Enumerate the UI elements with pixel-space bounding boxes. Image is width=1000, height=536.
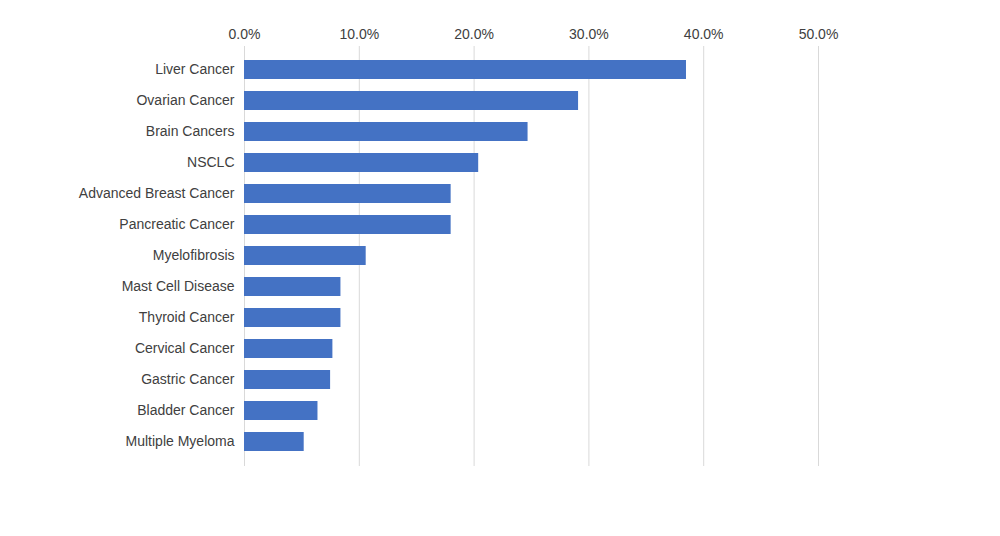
svg-text:40.0%: 40.0%: [684, 26, 724, 42]
svg-text:Brain Cancers: Brain Cancers: [146, 123, 235, 139]
svg-text:Thyroid Cancer: Thyroid Cancer: [139, 309, 235, 325]
svg-text:Pancreatic Cancer: Pancreatic Cancer: [119, 216, 235, 232]
svg-text:Liver Cancer: Liver Cancer: [155, 61, 235, 77]
svg-text:10.0%: 10.0%: [339, 26, 379, 42]
svg-text:Myelofibrosis: Myelofibrosis: [153, 247, 235, 263]
svg-text:Gastric Cancer: Gastric Cancer: [141, 371, 235, 387]
svg-text:20.0%: 20.0%: [454, 26, 494, 42]
svg-text:Bladder Cancer: Bladder Cancer: [137, 402, 235, 418]
svg-text:50.0%: 50.0%: [799, 26, 839, 42]
svg-text:Advanced Breast Cancer: Advanced Breast Cancer: [79, 185, 235, 201]
svg-text:Multiple Myeloma: Multiple Myeloma: [126, 433, 235, 449]
svg-text:NSCLC: NSCLC: [187, 154, 234, 170]
svg-text:Mast Cell Disease: Mast Cell Disease: [122, 278, 235, 294]
svg-text:Ovarian Cancer: Ovarian Cancer: [136, 92, 234, 108]
svg-text:0.0%: 0.0%: [229, 26, 261, 42]
svg-text:30.0%: 30.0%: [569, 26, 609, 42]
svg-text:Cervical Cancer: Cervical Cancer: [135, 340, 235, 356]
